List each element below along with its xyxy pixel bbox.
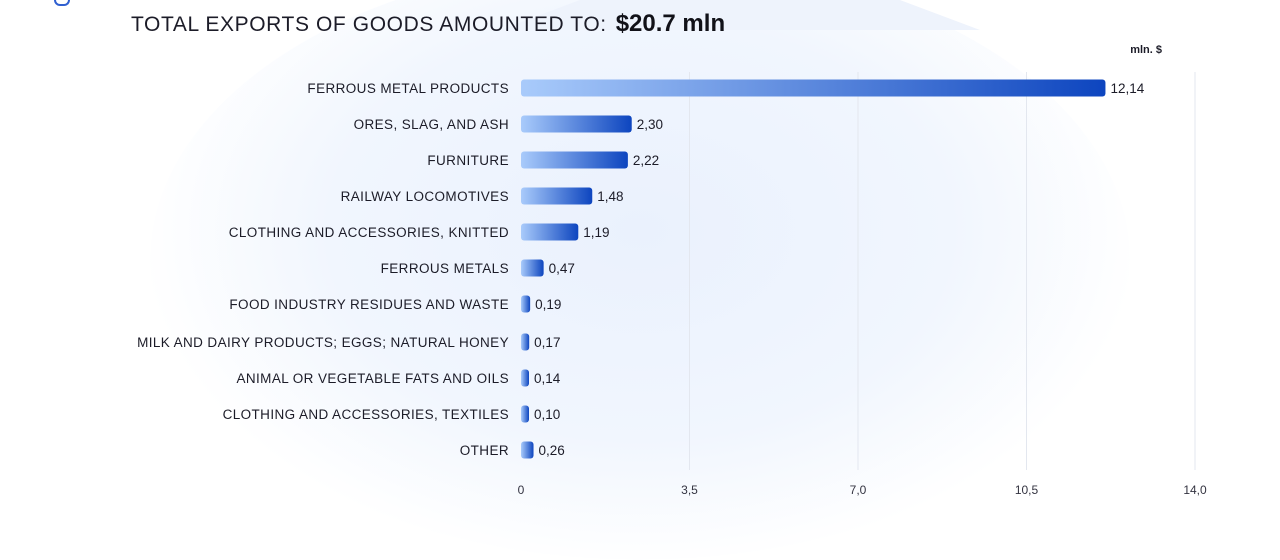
- title-text: TOTAL EXPORTS OF GOODS AMOUNTED TO:: [131, 13, 607, 36]
- unit-label: mln. $: [1130, 44, 1162, 56]
- bar: [521, 333, 530, 351]
- category-label: FERROUS METALS: [381, 261, 509, 276]
- category-label: CLOTHING AND ACCESSORIES, TEXTILES: [223, 407, 509, 422]
- bar: [521, 223, 579, 241]
- x-tick-label: 14,0: [1183, 483, 1207, 497]
- x-tick-label: 0: [518, 483, 525, 497]
- bar: [521, 187, 593, 205]
- bar: [521, 441, 534, 459]
- value-label: 0,14: [534, 371, 561, 386]
- value-label: 2,22: [633, 153, 659, 168]
- bar: [521, 151, 628, 169]
- category-label: OTHER: [460, 443, 509, 458]
- x-tick-label: 7,0: [850, 483, 867, 497]
- value-label: 2,30: [637, 117, 663, 132]
- category-label: RAILWAY LOCOMOTIVES: [341, 189, 509, 204]
- bar: [521, 79, 1106, 97]
- bar: [521, 115, 632, 133]
- category-label: FOOD INDUSTRY RESIDUES AND WASTE: [229, 297, 509, 312]
- category-label: CLOTHING AND ACCESSORIES, KNITTED: [229, 225, 509, 240]
- x-tick-label: 3,5: [681, 483, 698, 497]
- value-label: 0,17: [534, 335, 560, 350]
- background-shape: [500, 0, 980, 30]
- bar: [521, 259, 544, 277]
- category-label: ANIMAL OR VEGETABLE FATS AND OILS: [236, 371, 509, 386]
- value-label: 0,19: [535, 297, 561, 312]
- title-value: $20.7 mln: [615, 10, 726, 37]
- value-label: 1,48: [597, 189, 623, 204]
- category-label: MILK AND DAIRY PRODUCTS; EGGS; NATURAL H…: [137, 335, 509, 350]
- value-label: 12,14: [1110, 81, 1144, 96]
- logo-icon: [54, 0, 70, 6]
- page-title: TOTAL EXPORTS OF GOODS AMOUNTED TO: $20.…: [131, 10, 725, 40]
- value-label: 0,47: [549, 261, 575, 276]
- x-tick-label: 10,5: [1015, 483, 1039, 497]
- bar: [521, 405, 529, 423]
- value-label: 0,26: [539, 443, 565, 458]
- bar: [521, 369, 529, 387]
- value-label: 0,10: [534, 407, 560, 422]
- bar: [521, 295, 531, 313]
- category-label: FERROUS METAL PRODUCTS: [307, 81, 509, 96]
- value-label: 1,19: [583, 225, 609, 240]
- category-label: ORES, SLAG, AND ASH: [354, 117, 509, 132]
- category-label: FURNITURE: [427, 153, 509, 168]
- bar-chart: 0 3,5 7,0 10,5 14,0 FERROUS METAL PRODUCTS 12,…: [137, 72, 1207, 497]
